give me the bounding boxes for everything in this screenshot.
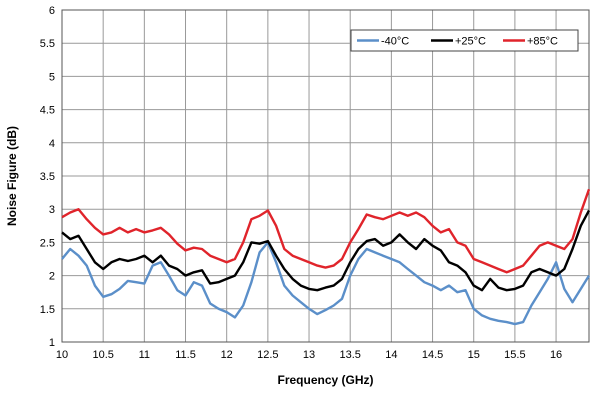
x-axis-ticks: 10 10.5 11 11.5 12 12.5 13 13.5 14 14.5 15 15.5 16: [56, 349, 562, 361]
x-tick-label: 14.5: [422, 349, 443, 361]
legend-label: +85°C: [527, 36, 558, 48]
plot-area: [61, 9, 590, 343]
legend: -40°C +25°C +85°C: [350, 29, 579, 52]
grid-lines: [61, 9, 589, 343]
y-tick-label: 4.5: [40, 105, 55, 117]
y-tick-label: 1: [49, 337, 55, 349]
y-tick-label: 2: [49, 271, 55, 283]
x-axis-title: Frequency (GHz): [277, 373, 373, 387]
x-tick-label: 13.5: [339, 349, 360, 361]
x-tick-label: 16: [550, 349, 562, 361]
x-tick-label: 11.5: [175, 349, 196, 361]
series-lines: [61, 188, 590, 326]
y-tick-label: 6: [49, 5, 55, 17]
x-tick-label: 13: [303, 349, 315, 361]
y-axis-ticks: 1 1.5 2 2.5 3 3.5 4 4.5 5 5.5 6: [40, 5, 55, 349]
x-tick-label: 15.5: [504, 349, 525, 361]
x-tick-label: 11: [139, 349, 150, 361]
y-tick-label: 4: [49, 138, 55, 150]
series-line: [61, 188, 590, 274]
y-tick-label: 1.5: [40, 304, 55, 316]
legend-label: +25°C: [455, 36, 486, 48]
y-axis-title: Noise Figure (dB): [5, 126, 19, 226]
x-tick-label: 10.5: [92, 349, 113, 361]
x-tick-label: 10: [56, 349, 68, 361]
y-tick-label: 5: [49, 71, 55, 83]
legend-label: -40°C: [381, 36, 409, 48]
y-tick-label: 5.5: [40, 38, 55, 50]
x-tick-label: 15: [468, 349, 480, 361]
x-tick-label: 12.5: [257, 349, 278, 361]
series-line: [61, 241, 590, 326]
x-tick-label: 14: [385, 349, 397, 361]
y-tick-label: 3.5: [40, 171, 55, 183]
legend-box: [350, 29, 579, 52]
y-tick-label: 3: [49, 204, 55, 216]
y-tick-label: 2.5: [40, 237, 55, 249]
x-tick-label: 12: [221, 349, 233, 361]
series-line: [61, 209, 590, 292]
